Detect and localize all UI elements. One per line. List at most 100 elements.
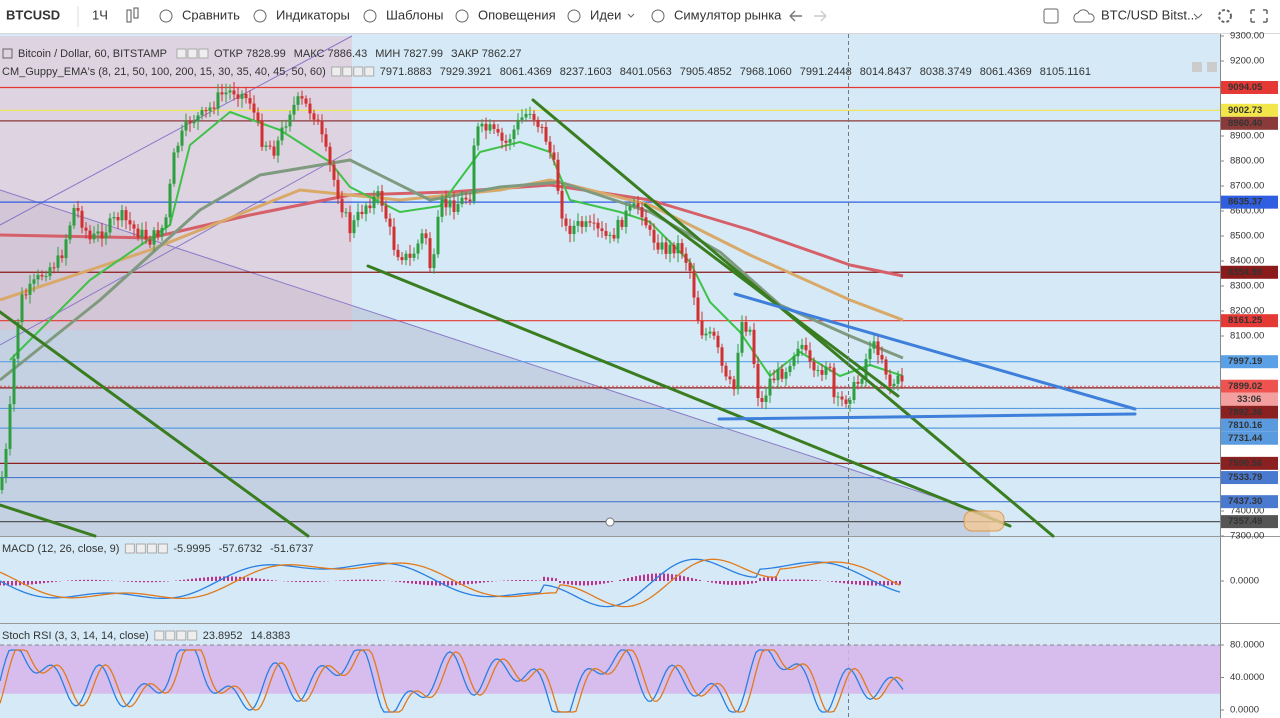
anchor-handle[interactable] xyxy=(605,517,615,527)
candle xyxy=(664,242,668,254)
candle xyxy=(328,146,332,165)
candle xyxy=(616,219,620,239)
legend-button[interactable] xyxy=(198,48,209,59)
legend-button[interactable] xyxy=(124,543,135,554)
button-icon[interactable] xyxy=(455,9,469,23)
candle xyxy=(576,221,580,226)
legend-button[interactable] xyxy=(176,630,187,641)
candle xyxy=(200,110,204,116)
checkbox[interactable] xyxy=(1043,8,1059,24)
macd-value: -51.6737 xyxy=(270,543,313,555)
layout-name[interactable]: BTC/USD Bitst... xyxy=(1101,7,1198,22)
candle xyxy=(712,331,716,336)
indicator-value: 8237.1603 xyxy=(560,66,612,78)
candle xyxy=(832,367,836,398)
settings-icon[interactable] xyxy=(1218,9,1232,23)
legend-button[interactable] xyxy=(135,543,146,554)
price-label-bg xyxy=(1221,355,1278,369)
y-tick-label: 9200.00 xyxy=(1230,56,1264,67)
legend-button[interactable] xyxy=(176,48,187,59)
undo-redo[interactable] xyxy=(789,10,827,22)
candle xyxy=(676,243,680,254)
price-label-bg xyxy=(1221,456,1278,470)
indicator-value: 8061.4369 xyxy=(980,66,1032,78)
legend-button[interactable] xyxy=(331,66,342,77)
collapse-button[interactable] xyxy=(1192,62,1202,72)
candle xyxy=(172,152,176,184)
candle xyxy=(392,226,396,250)
candle xyxy=(112,217,116,219)
legend-button[interactable] xyxy=(353,66,364,77)
toolbar-button[interactable]: Оповещения xyxy=(478,7,556,22)
candle xyxy=(556,159,560,191)
candle xyxy=(168,183,172,218)
button-icon[interactable] xyxy=(567,9,581,23)
toolbar-button[interactable]: Идеи xyxy=(590,7,621,22)
legend-button[interactable] xyxy=(154,630,165,641)
macd-line xyxy=(0,558,901,608)
candle xyxy=(588,221,592,223)
legend-button[interactable] xyxy=(187,630,198,641)
candle xyxy=(28,283,32,295)
candle xyxy=(836,396,840,398)
candle xyxy=(636,203,640,208)
button-icon[interactable] xyxy=(651,9,665,23)
price-label: 8161.25 xyxy=(1228,315,1263,326)
candle xyxy=(792,356,796,366)
candle xyxy=(896,375,900,384)
legend-button[interactable] xyxy=(364,66,375,77)
drawing-badge[interactable] xyxy=(963,510,1005,532)
candle xyxy=(40,274,44,277)
candle xyxy=(632,203,636,207)
candle xyxy=(496,129,500,133)
candle xyxy=(624,210,628,227)
legend-button[interactable] xyxy=(157,543,168,554)
cloud-icon[interactable] xyxy=(1073,9,1095,23)
stoch-title: Stoch RSI (3, 3, 14, 14, close) xyxy=(2,630,149,642)
candle xyxy=(484,123,488,131)
legend-button[interactable] xyxy=(342,66,353,77)
dropdown-arrow[interactable] xyxy=(1193,13,1203,19)
candle xyxy=(12,358,16,405)
candle xyxy=(332,164,336,180)
symbol[interactable]: BTCUSD xyxy=(6,7,60,22)
candle xyxy=(520,117,524,120)
shaded-zone xyxy=(0,36,352,330)
candle xyxy=(124,210,128,221)
button-icon[interactable] xyxy=(363,9,377,23)
candle xyxy=(656,242,660,250)
dropdown-arrow[interactable] xyxy=(627,13,635,18)
candle xyxy=(24,294,28,296)
candle xyxy=(572,225,576,235)
bar-style-icon[interactable] xyxy=(126,7,139,23)
candle xyxy=(828,366,832,368)
button-icon[interactable] xyxy=(159,9,173,23)
candle xyxy=(276,140,280,156)
candle xyxy=(224,92,228,95)
toolbar-button[interactable]: Шаблоны xyxy=(386,7,444,22)
candle xyxy=(528,113,532,115)
price-label-bg xyxy=(1221,379,1278,393)
price-label: 7590.56 xyxy=(1228,458,1262,469)
legend-button[interactable] xyxy=(146,543,157,554)
collapse-button[interactable] xyxy=(1207,62,1217,72)
fullscreen-icon[interactable] xyxy=(1250,9,1268,23)
legend-button[interactable] xyxy=(165,630,176,641)
candle xyxy=(192,121,196,124)
candle xyxy=(56,255,60,268)
toolbar-button[interactable]: Симулятор рынка xyxy=(674,7,782,22)
candle xyxy=(560,190,564,219)
indicator-value: 8038.3749 xyxy=(920,66,972,78)
candle xyxy=(268,145,272,147)
candle xyxy=(736,352,740,390)
ohlc-label: ЗАКР xyxy=(451,48,479,60)
candle xyxy=(600,228,604,232)
legend-button[interactable] xyxy=(187,48,198,59)
macd-value: -5.9995 xyxy=(173,543,210,555)
candle xyxy=(884,359,888,375)
candle xyxy=(688,262,692,271)
toolbar-button[interactable]: Сравнить xyxy=(182,7,240,22)
toolbar-button[interactable]: Индикаторы xyxy=(276,7,350,22)
button-icon[interactable] xyxy=(253,9,267,23)
interval[interactable]: 1Ч xyxy=(92,7,108,22)
